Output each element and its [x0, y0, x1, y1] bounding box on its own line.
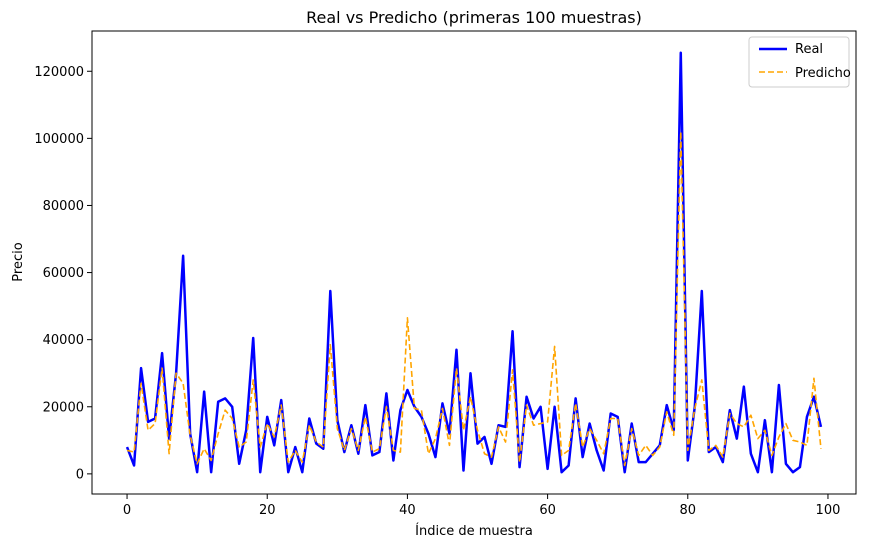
y-tick-label: 100000	[34, 132, 84, 147]
y-tick-label: 20000	[43, 400, 84, 415]
x-tick-label: 60	[539, 503, 556, 518]
legend: Real Predicho	[748, 36, 851, 88]
plot-frame	[91, 30, 857, 495]
chart-title: Real vs Predicho (primeras 100 muestras)	[306, 8, 642, 27]
series-line-predicho	[126, 130, 822, 467]
x-axis: 0 20 40 60 80 100	[123, 494, 840, 518]
x-tick-label: 0	[123, 503, 131, 518]
series-line-real	[125, 51, 823, 474]
y-tick-label: 40000	[43, 333, 84, 348]
series-layer	[125, 51, 823, 474]
y-tick-label: 120000	[34, 65, 84, 80]
x-tick-label: 100	[816, 503, 841, 518]
y-tick-label: 0	[76, 467, 84, 482]
x-tick-label: 40	[399, 503, 416, 518]
x-tick-label: 20	[259, 503, 276, 518]
y-tick-label: 60000	[43, 266, 84, 281]
x-tick-label: 80	[680, 503, 697, 518]
legend-real-label: Real	[795, 42, 823, 57]
y-axis-label: Precio	[11, 242, 26, 281]
y-tick-label: 80000	[43, 199, 84, 214]
legend-predicho-label: Predicho	[795, 66, 851, 81]
y-axis: 0 20000 40000 60000 80000 100000 120000	[34, 65, 92, 482]
plot-area	[91, 30, 857, 495]
x-axis-label: Índice de muestra	[415, 523, 533, 539]
